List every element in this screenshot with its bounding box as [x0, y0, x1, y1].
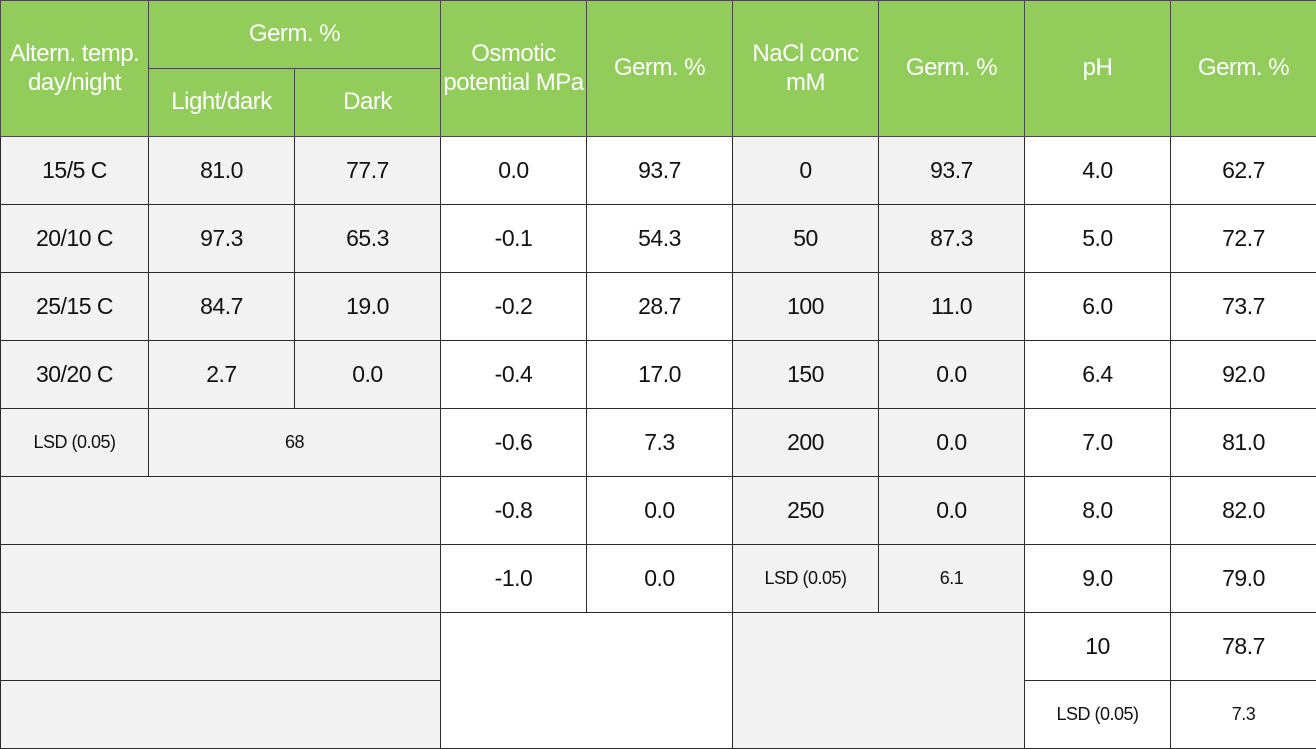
header-germ-osmotic: Germ. % [586, 0, 733, 137]
germ-osmotic-cell: 0.0 [586, 544, 733, 613]
germ-ph-cell: 73.7 [1170, 272, 1316, 341]
dark-cell: 0.0 [294, 340, 441, 409]
germ-ph-cell: 79.0 [1170, 544, 1316, 613]
nacl-lsd-label: LSD (0.05) [732, 544, 879, 613]
empty-cell [0, 680, 441, 749]
empty-cell [0, 612, 441, 681]
table-row: LSD (0.05) 68 -0.6 7.3 200 0.0 7.0 81.0 [0, 408, 1316, 477]
temp-cell: 25/15 C [0, 272, 149, 341]
germ-nacl-cell: 0.0 [878, 340, 1025, 409]
germ-nacl-cell: 93.7 [878, 136, 1025, 205]
table-row: 10 78.7 [0, 612, 1316, 749]
ph-cell: 9.0 [1024, 544, 1171, 613]
table-row: 15/5 C 81.0 77.7 0.0 93.7 0 93.7 4.0 62.… [0, 136, 1316, 205]
germ-ph-cell: 82.0 [1170, 476, 1316, 545]
nacl-cell: 250 [732, 476, 879, 545]
ph-cell: 6.0 [1024, 272, 1171, 341]
germ-nacl-cell: 87.3 [878, 204, 1025, 273]
temp-lsd-label: LSD (0.05) [0, 408, 149, 477]
table-row: -1.0 0.0 LSD (0.05) 6.1 9.0 79.0 [0, 544, 1316, 613]
empty-cell [440, 612, 733, 749]
osmotic-cell: -0.2 [440, 272, 587, 341]
ph-cell: 10 [1024, 612, 1171, 681]
light-dark-cell: 97.3 [148, 204, 295, 273]
osmotic-cell: -0.4 [440, 340, 587, 409]
nacl-lsd-value: 6.1 [878, 544, 1025, 613]
light-dark-cell: 81.0 [148, 136, 295, 205]
temp-lsd-value: 68 [148, 408, 441, 477]
germ-osmotic-cell: 28.7 [586, 272, 733, 341]
germ-nacl-cell: 0.0 [878, 476, 1025, 545]
header-nacl-conc: NaCl conc mM [732, 0, 879, 137]
light-dark-cell: 2.7 [148, 340, 295, 409]
ph-lsd-label: LSD (0.05) [1024, 680, 1171, 749]
temp-cell: 30/20 C [0, 340, 149, 409]
germ-nacl-cell: 0.0 [878, 408, 1025, 477]
germ-ph-cell: 78.7 [1170, 612, 1316, 681]
germ-osmotic-cell: 93.7 [586, 136, 733, 205]
ph-cell: 6.4 [1024, 340, 1171, 409]
nacl-cell: 200 [732, 408, 879, 477]
ph-cell: 7.0 [1024, 408, 1171, 477]
empty-cell [0, 544, 441, 613]
ph-lsd-value: 7.3 [1170, 680, 1316, 749]
nacl-cell: 0 [732, 136, 879, 205]
osmotic-cell: 0.0 [440, 136, 587, 205]
germ-ph-cell: 92.0 [1170, 340, 1316, 409]
germ-ph-cell: 62.7 [1170, 136, 1316, 205]
header-ph: pH [1024, 0, 1171, 137]
ph-cell: 4.0 [1024, 136, 1171, 205]
header-altern-temp: Altern. temp. day/night [0, 0, 149, 137]
dark-cell: 19.0 [294, 272, 441, 341]
germ-osmotic-cell: 54.3 [586, 204, 733, 273]
dark-cell: 65.3 [294, 204, 441, 273]
germ-osmotic-cell: 17.0 [586, 340, 733, 409]
dark-cell: 77.7 [294, 136, 441, 205]
germ-osmotic-cell: 7.3 [586, 408, 733, 477]
ph-cell: 5.0 [1024, 204, 1171, 273]
ph-cell: 8.0 [1024, 476, 1171, 545]
osmotic-cell: -0.8 [440, 476, 587, 545]
germ-osmotic-cell: 0.0 [586, 476, 733, 545]
germ-nacl-cell: 11.0 [878, 272, 1025, 341]
nacl-cell: 50 [732, 204, 879, 273]
table-row: 30/20 C 2.7 0.0 -0.4 17.0 150 0.0 6.4 92… [0, 340, 1316, 409]
header-germ-ph: Germ. % [1170, 0, 1316, 137]
temp-cell: 15/5 C [0, 136, 149, 205]
osmotic-cell: -1.0 [440, 544, 587, 613]
empty-cell [0, 476, 441, 545]
table-row: LSD (0.05) 7.3 [0, 680, 1316, 749]
nacl-cell: 100 [732, 272, 879, 341]
nacl-cell: 150 [732, 340, 879, 409]
germ-ph-cell: 81.0 [1170, 408, 1316, 477]
light-dark-cell: 84.7 [148, 272, 295, 341]
header-dark: Dark [294, 68, 441, 137]
empty-cell [732, 612, 1025, 749]
header-light-dark: Light/dark [148, 68, 295, 137]
header-germ-nacl: Germ. % [878, 0, 1025, 137]
table-row: 20/10 C 97.3 65.3 -0.1 54.3 50 87.3 5.0 … [0, 204, 1316, 273]
table-row: 25/15 C 84.7 19.0 -0.2 28.7 100 11.0 6.0… [0, 272, 1316, 341]
osmotic-cell: -0.6 [440, 408, 587, 477]
temp-cell: 20/10 C [0, 204, 149, 273]
header-germ-temp-group: Germ. % [148, 0, 441, 69]
germ-ph-cell: 72.7 [1170, 204, 1316, 273]
header-osmotic-potential: Osmotic potential MPa [440, 0, 587, 137]
table-row: -0.8 0.0 250 0.0 8.0 82.0 [0, 476, 1316, 545]
osmotic-cell: -0.1 [440, 204, 587, 273]
